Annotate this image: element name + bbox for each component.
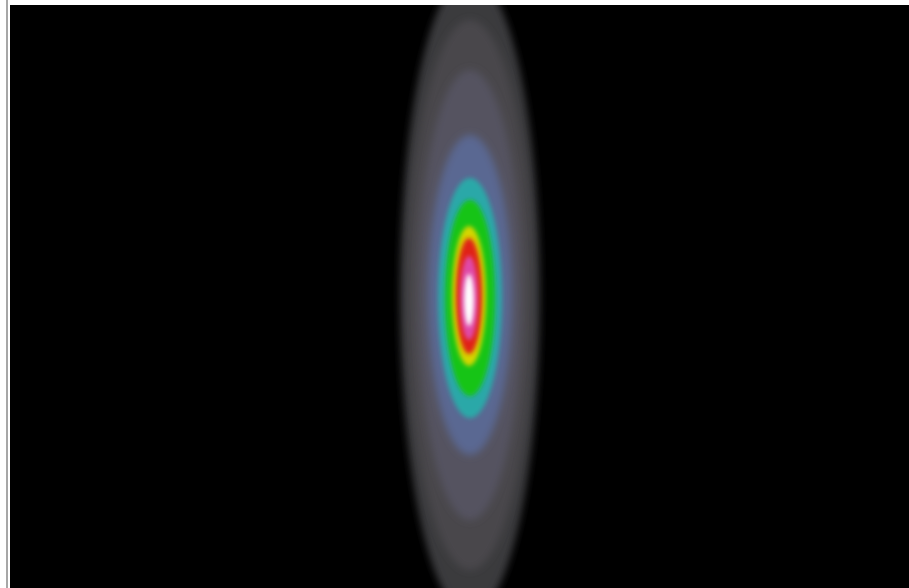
beam-spot — [400, 0, 540, 588]
white-core — [464, 274, 474, 326]
beam-profile-view — [0, 0, 909, 588]
page — [0, 0, 909, 588]
